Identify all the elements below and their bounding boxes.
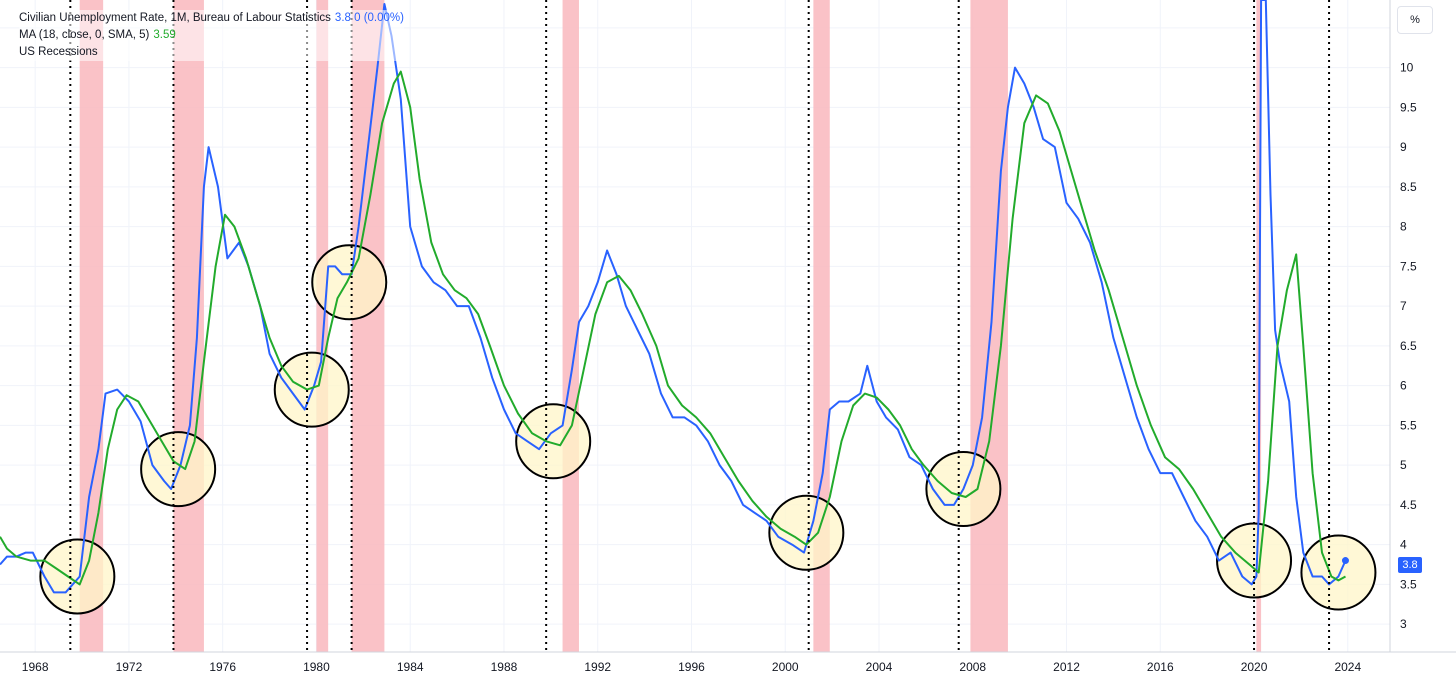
x-tick-label: 1988: [491, 660, 518, 674]
y-tick-label: 3: [1400, 617, 1407, 631]
x-tick-label: 2016: [1147, 660, 1174, 674]
x-tick-label: 1996: [678, 660, 705, 674]
last-point-marker: [1341, 557, 1349, 565]
axes: 1968 1972 1976 1980 1984 1988 1992 1996 2000 2004…: [0, 0, 1456, 674]
y-tick-label: 5: [1400, 458, 1407, 472]
x-tick-label: 1972: [116, 660, 143, 674]
y-tick-label: 6.5: [1400, 339, 1417, 353]
y-tick-label: 4.5: [1400, 498, 1417, 512]
x-tick-label: 1976: [209, 660, 236, 674]
x-tick-label: 1980: [303, 660, 330, 674]
grid-lines: [0, 0, 1390, 652]
legend-row-ma[interactable]: MA (18, close, 0, SMA, 5) 3.59: [19, 27, 404, 44]
last-value-tag: 3.8: [1398, 557, 1422, 573]
recession-band: [813, 0, 830, 652]
x-tick-label: 1968: [22, 660, 49, 674]
recession-band: [173, 0, 204, 652]
y-tick-label: 7.5: [1400, 259, 1417, 273]
series-lines: [0, 0, 1347, 594]
legend-row-main[interactable]: Civilian Unemployment Rate, 1M, Bureau o…: [19, 10, 404, 27]
moving-average-line: [0, 70, 1346, 586]
x-tick-label: 1992: [584, 660, 611, 674]
recession-bands: [79, 0, 1262, 652]
recession-band: [970, 0, 1008, 652]
y-tick-label: 9: [1400, 140, 1407, 154]
highlight-circle: [1300, 534, 1377, 611]
highlight-circle: [39, 538, 116, 615]
y-tick-label: 6: [1400, 379, 1407, 393]
recession-band: [351, 0, 385, 652]
legend-ma-title: MA (18, close, 0, SMA, 5): [19, 29, 150, 41]
recession-band: [316, 0, 329, 652]
y-tick-label: 8: [1400, 220, 1407, 234]
chart-legend: Civilian Unemployment Rate, 1M, Bureau o…: [19, 10, 404, 61]
highlight-circle: [311, 244, 388, 321]
highlight-circle: [768, 494, 845, 571]
legend-recessions-label: US Recessions: [19, 46, 98, 58]
legend-ma-value: 3.59: [153, 29, 176, 41]
recession-band: [79, 0, 104, 652]
y-tick-label: 7: [1400, 299, 1407, 313]
x-tick-label: 2024: [1334, 660, 1361, 674]
x-tick-label: 2004: [866, 660, 893, 674]
legend-row-recessions[interactable]: US Recessions: [19, 44, 404, 61]
last-point: [1341, 557, 1349, 565]
x-tick-label: 2020: [1241, 660, 1268, 674]
legend-main-title: Civilian Unemployment Rate, 1M, Bureau o…: [19, 12, 331, 24]
x-tick-label: 1984: [397, 660, 424, 674]
y-tick-label: 5.5: [1400, 418, 1417, 432]
y-tick-label: 8.5: [1400, 180, 1417, 194]
y-tick-label: 10: [1400, 61, 1414, 75]
legend-main-values: 3.8 0 (0.00%): [334, 12, 404, 24]
y-tick-label: 3.5: [1400, 577, 1417, 591]
dotted-markers: [69, 0, 1331, 652]
unemployment-rate-line: [0, 0, 1347, 594]
x-tick-label: 2012: [1053, 660, 1080, 674]
x-tick-label: 2000: [772, 660, 799, 674]
x-tick-label: 2008: [959, 660, 986, 674]
y-tick-label: 9.5: [1400, 100, 1417, 114]
unit-toggle-button[interactable]: %: [1397, 6, 1433, 34]
recession-band: [562, 0, 579, 652]
y-tick-label: 4: [1400, 538, 1407, 552]
